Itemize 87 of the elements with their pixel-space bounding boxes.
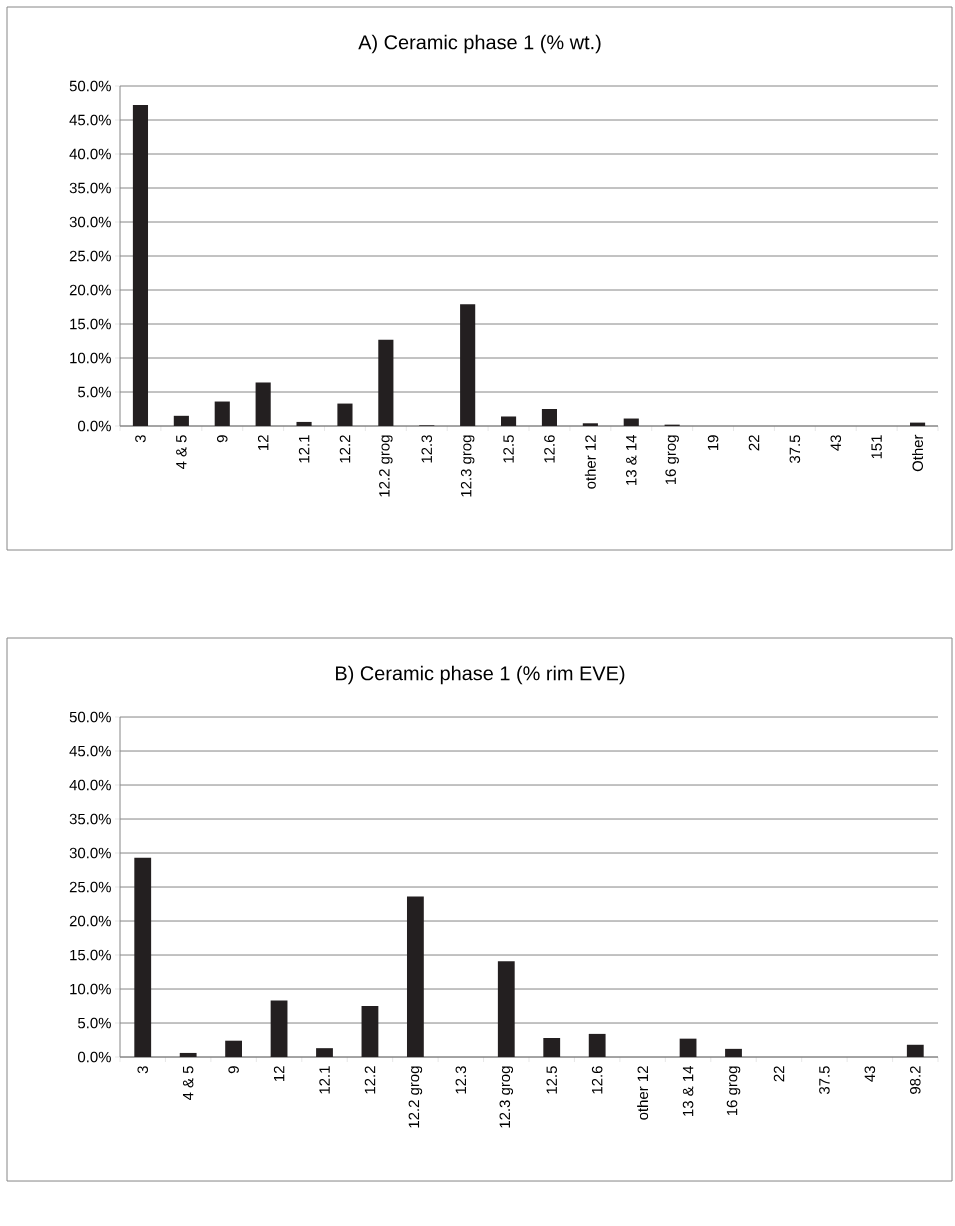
y-tick-label: 40.0% (69, 779, 111, 791)
bar (225, 1040, 243, 1058)
y-tick-label: 35.0% (69, 813, 111, 825)
x-tick-label: 9 (216, 435, 228, 443)
bar (179, 1052, 197, 1058)
x-tick-label: 12.1 (319, 1066, 330, 1094)
y-tick-label: 40.0% (69, 148, 111, 160)
bar (337, 403, 353, 427)
bar (588, 1033, 606, 1058)
x-tick-label: 12.6 (591, 1066, 603, 1094)
bar (500, 416, 517, 427)
y-tick-label: 30.0% (69, 847, 111, 859)
y-tick-label: 5.0% (78, 1017, 111, 1029)
y-tick-label: 35.0% (69, 182, 111, 194)
bar (623, 418, 639, 427)
x-tick-label: 13 & 14 (682, 1065, 694, 1116)
x-tick-label: 16 grog (726, 1066, 741, 1116)
x-tick-label: 151 (871, 435, 882, 459)
bar (361, 1006, 379, 1058)
x-tick-label: 12.3 grog (499, 1066, 514, 1128)
x-tick-label: 37.5 (789, 435, 801, 464)
x-tick-label: 9 (228, 1066, 239, 1074)
y-tick-label: 25.0% (69, 250, 111, 262)
x-tick-label: 43 (830, 435, 842, 451)
x-tick-label: 12.2 grog (379, 435, 393, 497)
x-tick-label: 13 & 14 (625, 434, 637, 485)
x-tick-label: 4 & 5 (176, 435, 187, 470)
y-tick-label: 15.0% (70, 318, 111, 330)
x-tick-label: 4 & 5 (182, 1066, 194, 1101)
y-tick-label: 10.0% (70, 983, 111, 995)
bar (316, 1048, 333, 1058)
x-tick-label: 12.3 (421, 435, 433, 463)
x-tick-label: 12.2 grog (408, 1066, 423, 1128)
x-tick-label: Other (912, 434, 924, 472)
x-tick-label: 22 (773, 1066, 785, 1082)
bar (725, 1048, 742, 1058)
x-tick-label: other 12 (584, 435, 596, 489)
y-tick-label: 0.0% (78, 1051, 111, 1063)
y-tick-label: 20.0% (69, 915, 111, 927)
y-tick-label: 0.0% (78, 420, 111, 432)
y-tick-label: 20.0% (69, 284, 111, 296)
x-tick-label: 12.5 (503, 435, 514, 463)
bar (543, 1037, 561, 1058)
x-tick-label: 12.1 (298, 435, 310, 463)
x-tick-label: 12 (257, 435, 269, 451)
bar (582, 423, 598, 427)
bar (214, 401, 230, 427)
x-tick-label: 12.5 (546, 1066, 558, 1094)
x-tick-label: 3 (137, 1066, 149, 1074)
bar (406, 896, 424, 1058)
bar (255, 382, 271, 427)
x-tick-label: 19 (707, 435, 719, 451)
bar (906, 1044, 924, 1058)
bar (679, 1038, 697, 1058)
bar (296, 421, 312, 427)
bar (497, 961, 515, 1058)
x-tick-label: 12.6 (544, 435, 555, 463)
y-tick-label: 5.0% (78, 386, 111, 398)
y-tick-label: 45.0% (69, 114, 111, 126)
chart-title: B) Ceramic phase 1 (% rim EVE) (336, 665, 625, 685)
bar (134, 857, 152, 1058)
x-tick-label: 12.2 (364, 1066, 376, 1094)
y-tick-label: 50.0% (69, 711, 111, 723)
x-tick-label: 22 (748, 435, 760, 451)
y-tick-label: 30.0% (69, 216, 111, 228)
x-tick-label: 98.2 (909, 1066, 921, 1094)
y-tick-label: 15.0% (70, 949, 111, 961)
x-tick-label: 12.2 (339, 435, 351, 463)
bar (173, 415, 189, 427)
bar (460, 304, 476, 427)
x-tick-label: 3 (135, 435, 146, 443)
y-tick-label: 45.0% (69, 745, 111, 757)
x-tick-label: 37.5 (819, 1066, 830, 1095)
x-tick-label: 12.3 grog (460, 435, 475, 497)
bar (132, 105, 149, 427)
x-tick-label: 12.3 (455, 1066, 467, 1094)
y-tick-label: 50.0% (69, 80, 111, 92)
x-tick-label: 16 grog (665, 435, 679, 485)
bar (541, 409, 558, 427)
y-tick-label: 10.0% (70, 352, 111, 364)
x-tick-label: 43 (864, 1066, 876, 1082)
x-tick-label: other 12 (637, 1066, 649, 1120)
bar (270, 1000, 288, 1058)
chart-title: A) Ceramic phase 1 (% wt.) (358, 34, 601, 54)
y-tick-label: 25.0% (69, 881, 111, 893)
x-tick-label: 12 (273, 1066, 285, 1082)
bar (378, 339, 394, 427)
